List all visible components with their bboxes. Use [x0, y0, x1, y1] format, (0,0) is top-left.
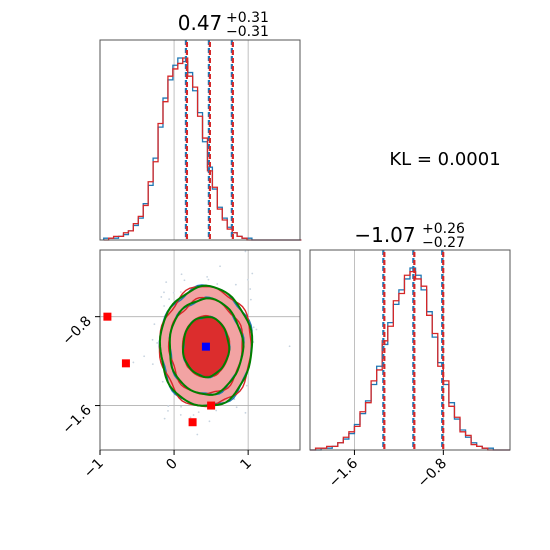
marginal-y-xtick-label: −0.8 [415, 456, 450, 491]
joint-scatter-point [206, 275, 209, 278]
joint-scatter-point [234, 283, 237, 286]
joint-scatter-point [288, 345, 291, 348]
joint-contour-green [168, 297, 245, 396]
joint-red-marker [188, 418, 197, 427]
marginal-x-panel: 0.47 +0.31 −0.31 [99, 10, 302, 241]
kl-annotation: KL = 0.0001 [389, 149, 500, 170]
joint-scatter-point [161, 380, 164, 383]
joint-scatter-point [189, 416, 192, 419]
joint-scatter-point [252, 326, 255, 329]
joint-scatter-point [172, 291, 175, 294]
joint-scatter-point [249, 288, 252, 290]
marginal-y-hist-series-2 [310, 270, 510, 451]
joint-scatter-point [197, 411, 200, 414]
marginal-y-title: −1.07 [354, 223, 415, 247]
joint-scatter-point [215, 409, 218, 412]
joint-scatter-point [153, 323, 156, 326]
marginal-x-title: 0.47 [178, 11, 223, 35]
joint-scatter-point [207, 278, 210, 281]
marginal-y-panel: −1.07 +0.26 −0.27 −1.6 −0.8 [309, 221, 511, 491]
joint-scatter-point [167, 409, 169, 412]
joint-scatter-point [196, 433, 199, 436]
marginal-x-frame [99, 39, 301, 241]
joint-scatter-point [192, 414, 195, 416]
joint-ytick-label: −0.8 [59, 313, 94, 348]
joint-blue-marker [201, 342, 210, 351]
marginal-y-title-sub: −0.27 [422, 235, 465, 251]
joint-scatter-point [235, 406, 238, 409]
joint-scatter-point [208, 420, 211, 423]
marginal-x-hist-series-2 [103, 57, 302, 241]
joint-contour-green [158, 284, 254, 407]
joint-scatter-point [245, 384, 248, 387]
joint-scatter-point [132, 361, 135, 364]
joint-xtick-label: −1 [81, 456, 107, 482]
joint-frame [99, 249, 301, 451]
joint-red-marker [103, 312, 112, 321]
joint-scatter-point [167, 405, 170, 407]
joint-scatter-point [151, 338, 154, 341]
marginal-y-hist-series-1 [310, 267, 510, 451]
joint-scatter-point [165, 281, 168, 284]
marginal-x-title-value: 0.47 [178, 11, 223, 35]
marginal-x-title-sup: +0.31 [226, 10, 269, 26]
marginal-y-xtick-label: −1.6 [326, 455, 361, 490]
joint-scatter-point [179, 414, 182, 416]
marginal-x-hist-series-1 [103, 57, 302, 241]
marginal-y-frame [309, 249, 511, 451]
joint-xtick-label: 0 [163, 456, 181, 474]
joint-red-marker [207, 401, 216, 410]
joint-scatter-point [180, 273, 183, 276]
joint-scatter-point [179, 291, 182, 293]
joint-red-marker [121, 359, 130, 368]
joint-scatter-point [216, 283, 219, 285]
joint-scatter-point [163, 305, 166, 307]
joint-scatter-point [244, 250, 247, 253]
joint-scatter-point [156, 342, 159, 344]
marginal-y-title-sup: +0.26 [422, 221, 465, 237]
joint-scatter-point [246, 278, 249, 281]
joint-scatter-point [180, 405, 182, 408]
joint-xtick-label: 1 [237, 456, 255, 474]
joint-scatter-point [219, 265, 221, 268]
joint-panel: −1 0 1 −0.8 −1.6 [59, 249, 301, 482]
joint-scatter-point [251, 272, 254, 275]
joint-scatter-point [143, 355, 146, 358]
joint-scatter-point [163, 291, 165, 294]
joint-scatter-point [163, 417, 166, 420]
joint-scatter-point [249, 298, 252, 301]
joint-ytick-label: −1.6 [59, 402, 94, 437]
joint-scatter-point [244, 411, 247, 414]
marginal-y-title-value: −1.07 [354, 223, 415, 247]
marginal-x-title-sub: −0.31 [226, 24, 269, 40]
joint-scatter-point [151, 363, 154, 366]
joint-scatter-point [183, 279, 186, 282]
joint-scatter-point [168, 298, 171, 301]
joint-contour-green [182, 316, 231, 379]
joint-scatter-point [160, 296, 163, 298]
joint-scatter-point [255, 328, 258, 331]
